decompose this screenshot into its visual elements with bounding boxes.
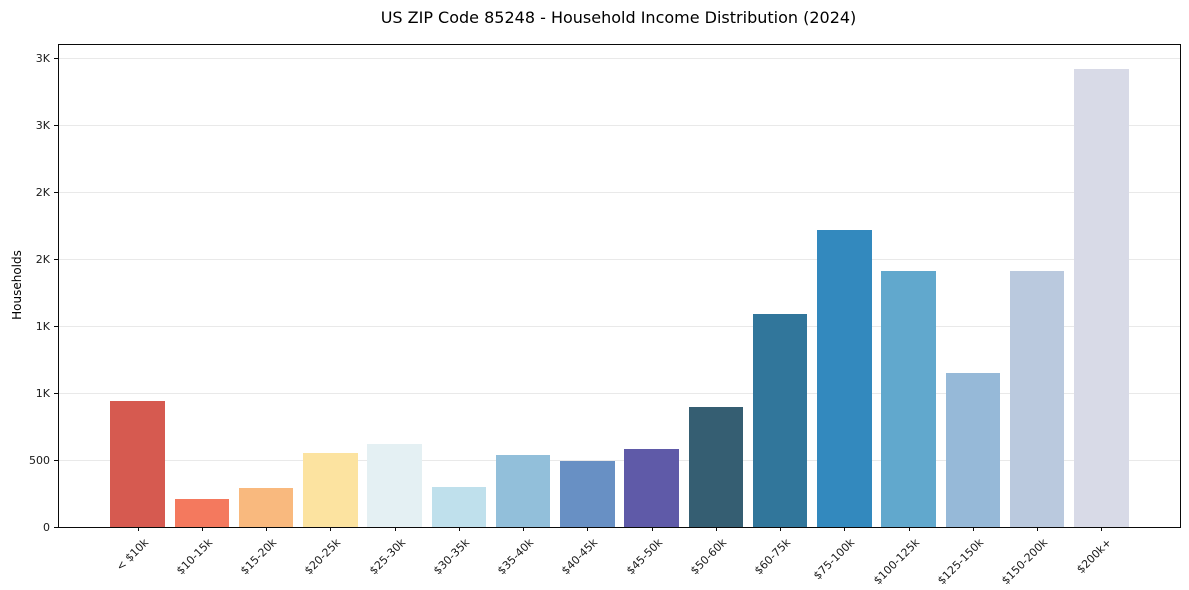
gridline (59, 325, 1180, 327)
y-tick-label: 3K (35, 118, 50, 132)
y-tick-label: 2K (35, 252, 50, 266)
plot-area: 0 500 1K 1K 2K 2K 3K 3K < $10k $10-15k $15-20k $20-… (29, 44, 1181, 587)
income-bar (945, 373, 1001, 527)
x-tick-mark (137, 527, 139, 531)
x-tick-label: $30-35k (430, 536, 473, 578)
income-bar (495, 454, 551, 527)
income-bar (367, 444, 422, 527)
x-tick-label: $60-75k (752, 536, 794, 578)
income-bar (431, 486, 487, 527)
y-tick-label: 2K (35, 185, 50, 199)
x-tick-label: $75-100k (811, 536, 858, 583)
x-tick-mark (844, 527, 846, 531)
x-tick-label: $50-60k (687, 536, 730, 578)
y-tick-mark (54, 526, 58, 528)
gridline (59, 124, 1180, 126)
income-bar (1074, 69, 1129, 527)
y-tick-mark (54, 57, 58, 59)
x-tick-mark (201, 527, 203, 531)
x-tick-mark (330, 527, 332, 531)
income-bar (238, 488, 294, 527)
x-tick-mark (587, 527, 589, 531)
y-tick-label: 1K (35, 386, 50, 400)
x-tick-mark (780, 527, 782, 531)
x-tick-label: $10-15k (173, 536, 216, 578)
x-tick-mark (394, 527, 396, 531)
income-bar (624, 449, 679, 527)
gridline (59, 258, 1180, 260)
gridline (59, 191, 1180, 193)
x-tick-mark (523, 527, 525, 531)
y-tick-mark (54, 124, 58, 126)
x-tick-mark (715, 527, 717, 531)
x-tick-label: $45-50k (623, 536, 665, 578)
y-tick-mark (54, 325, 58, 327)
x-tick-mark (266, 527, 268, 531)
income-bar (560, 461, 615, 527)
x-tick-label: $40-45k (559, 536, 601, 578)
income-bar (303, 453, 358, 527)
x-tick-label: $125-150k (934, 536, 987, 588)
y-tick-mark (54, 459, 58, 461)
gridline (59, 392, 1180, 394)
y-tick-mark (54, 392, 58, 394)
income-bar (1009, 271, 1065, 527)
income-bar (817, 229, 872, 527)
gridline (59, 57, 1180, 59)
income-bar (174, 498, 230, 527)
income-bar (881, 271, 936, 527)
x-tick-label: $25-30k (366, 536, 408, 578)
x-tick-label: $15-20k (238, 536, 280, 578)
income-bar (110, 401, 165, 527)
x-tick-mark (458, 527, 460, 531)
y-tick-label: 500 (29, 453, 50, 467)
x-tick-mark (651, 527, 653, 531)
y-tick-label: 1K (35, 319, 50, 333)
y-tick-mark (54, 191, 58, 193)
x-tick-label: < $10k (113, 536, 151, 574)
x-tick-label: $200k+ (1074, 536, 1115, 577)
income-bar (752, 314, 808, 527)
y-tick-mark (54, 258, 58, 260)
x-tick-mark (972, 527, 974, 531)
x-tick-label: $150-200k (999, 536, 1051, 588)
y-tick-label: 0 (43, 520, 50, 534)
chart-title: US ZIP Code 85248 - Household Income Dis… (380, 8, 857, 27)
x-tick-label: $100-125k (870, 536, 922, 588)
x-tick-label: $35-40k (495, 536, 537, 578)
income-bar (688, 406, 744, 527)
x-tick-mark (1037, 527, 1039, 531)
gridline (59, 459, 1180, 461)
x-tick-mark (908, 527, 910, 531)
x-tick-mark (1101, 527, 1103, 531)
y-tick-label: 3K (35, 51, 50, 65)
x-tick-label: $20-25k (302, 536, 344, 578)
